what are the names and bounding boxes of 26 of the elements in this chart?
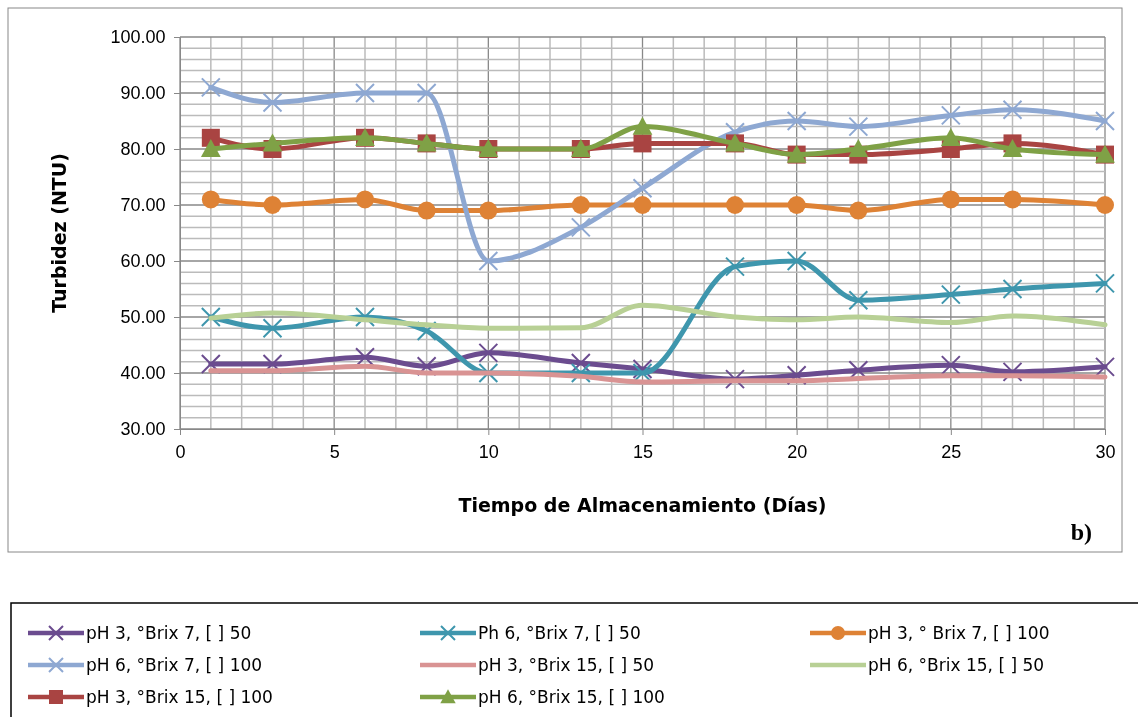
x-axis-title: Tiempo de Almacenamiento (Días) [458,494,827,516]
x-tick-label: 15 [632,441,654,462]
y-tick-label: 30.00 [120,419,166,440]
y-tick-label: 50.00 [120,307,166,328]
y-axis-title: Turbidez (NTU) [48,153,70,313]
legend-label: pH 6, °Brix 15, [ ] 100 [478,687,665,707]
legend-label: Ph 6, °Brix 7, [ ] 50 [478,623,641,643]
y-tick-label: 100.00 [110,27,166,48]
y-tick-label: 40.00 [120,363,166,384]
y-tick-label: 90.00 [120,83,166,104]
x-tick-label: 25 [941,441,962,462]
legend-label: pH 3, °Brix 15, [ ] 50 [478,655,655,675]
x-tick-label: 0 [175,441,186,462]
x-tick-label: 5 [329,441,340,462]
y-tick-label: 70.00 [120,195,166,216]
legend-label: pH 6, °Brix 15, [ ] 50 [868,655,1045,675]
x-tick-label: 30 [1095,441,1116,462]
text: b) [1070,519,1092,545]
legend-label: pH 3, °Brix 7, [ ] 50 [86,623,252,643]
legend-label: pH 6, °Brix 7, [ ] 100 [86,655,263,675]
y-tick-label: 80.00 [120,139,166,160]
x-tick-label: 20 [787,441,808,462]
x-tick-label: 10 [478,441,499,462]
legend-label: pH 3, ° Brix 7, [ ] 100 [868,623,1050,643]
y-tick-label: 60.00 [120,251,166,272]
legend-label: pH 3, °Brix 15, [ ] 100 [86,687,273,707]
